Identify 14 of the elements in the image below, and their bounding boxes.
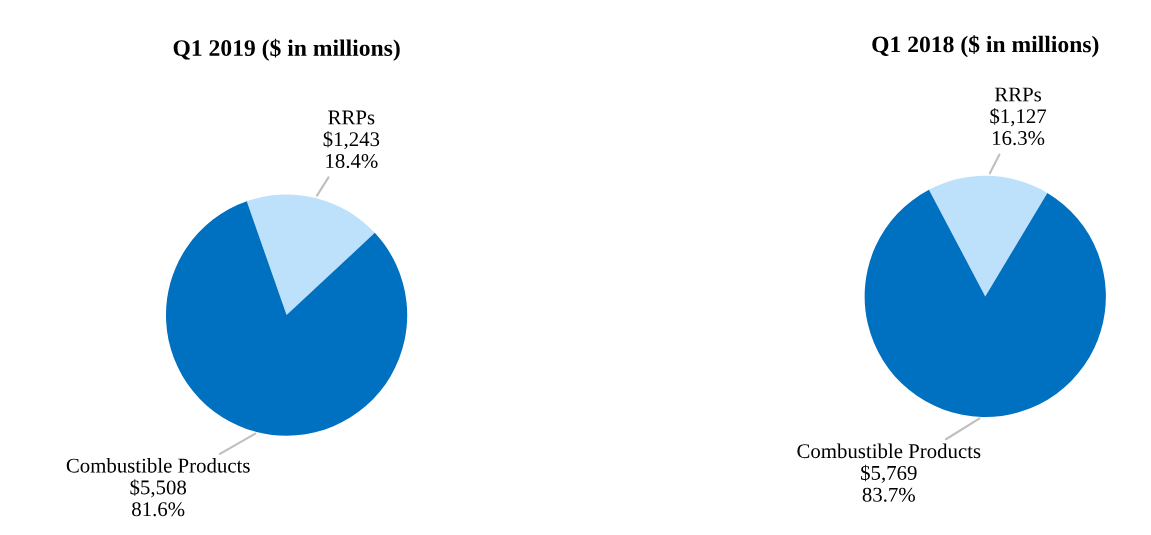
chart-title: Q1 2018 ($ in millions) (872, 35, 1099, 58)
chart-title: Q1 2019 ($ in millions) (173, 38, 400, 61)
pie-slice (246, 194, 375, 316)
slice-label: RRPs (328, 110, 375, 125)
data-label: $5,508 81.6% (130, 479, 187, 517)
slice-label: Combustible Products (66, 457, 250, 473)
data-label: $1,243 18.4% (323, 130, 380, 169)
data-label: $1,127 16.3% (990, 107, 1047, 146)
slice-label: Combustible Products (797, 443, 981, 459)
data-label: $5,769 83.7% (861, 464, 917, 502)
pie-slice (928, 175, 1048, 297)
pie-slice (864, 189, 1106, 418)
pie-slice (165, 201, 408, 436)
slice-label: RRPs (994, 87, 1042, 102)
